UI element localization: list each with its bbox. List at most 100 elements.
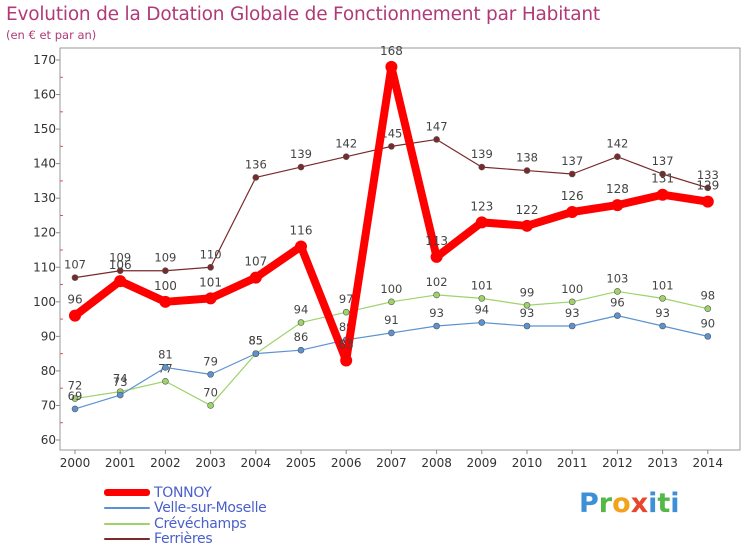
data-point-crevechamps [297,319,305,326]
data-label-ferrieres: 139 [471,147,493,161]
logo-letter: t [657,488,671,519]
data-label-tonnoy: 106 [109,258,132,272]
y-tick-label: 80 [41,364,56,378]
y-tick-label: 160 [33,88,56,102]
legend-swatch-ferrieres [104,538,150,541]
data-label-crevechamps: 99 [520,285,535,299]
data-point-tonnoy [475,216,488,229]
data-label-velle-sur-moselle: 93 [429,306,444,320]
data-label-velle-sur-moselle: 93 [520,306,535,320]
data-point-ferrieres [433,136,440,143]
data-point-tonnoy [521,219,533,232]
legend-item-crevechamps: Crévéchamps [104,516,266,532]
legend-label-tonnoy: TONNOY [154,484,212,501]
data-point-tonnoy [566,206,579,218]
data-label-crevechamps: 103 [606,271,628,285]
x-tick-label: 2014 [693,456,724,470]
data-label-tonnoy: 96 [67,293,82,307]
data-label-crevechamps: 72 [68,379,83,393]
legend: TONNOY Velle-sur-Moselle Crévéchamps Fer… [104,485,267,547]
data-label-ferrieres: 109 [109,251,131,265]
data-label-tonnoy: 128 [606,182,629,196]
data-label-ferrieres: 133 [697,168,719,182]
data-point-velle-sur-moselle [116,391,124,399]
legend-item-tonnoy: TONNOY [104,485,266,501]
y-tick-label: 70 [41,398,56,412]
data-point-crevechamps [523,301,531,309]
data-label-ferrieres: 110 [200,247,222,261]
data-label-tonnoy: 122 [516,203,539,217]
data-label-tonnoy: 129 [696,179,719,193]
data-point-tonnoy [249,271,262,284]
data-label-ferrieres: 142 [606,137,628,151]
logo-letter: x [630,488,649,519]
data-point-ferrieres [478,163,486,171]
logo-letter: o [612,488,631,519]
data-label-tonnoy: 116 [290,224,313,238]
data-label-ferrieres: 109 [154,251,176,265]
x-tick-label: 2001 [105,456,136,470]
data-point-velle-sur-moselle [388,329,395,337]
data-point-crevechamps [433,291,440,299]
data-label-ferrieres: 137 [561,154,583,168]
data-point-ferrieres [523,167,531,174]
data-label-velle-sur-moselle: 93 [655,306,670,320]
data-point-velle-sur-moselle [704,333,712,340]
y-tick-label: 90 [41,329,56,343]
x-tick-label: 2011 [557,456,588,470]
data-label-ferrieres: 147 [426,119,448,133]
data-label-velle-sur-moselle: 85 [248,334,263,348]
legend-swatch-velle [104,507,150,510]
proxiti-logo: Proxiti [579,488,680,519]
legend-swatch-crevechamps [104,522,150,525]
logo-letter: r [598,488,613,519]
data-point-tonnoy [69,309,81,322]
data-label-tonnoy: 168 [380,44,403,58]
data-point-tonnoy [656,188,669,201]
data-point-tonnoy [159,295,172,308]
logo-letter: P [579,488,599,519]
data-label-crevechamps: 102 [426,275,448,289]
legend-item-ferrieres: Ferrières [104,531,266,547]
data-point-ferrieres [704,184,712,192]
data-label-tonnoy: 107 [244,255,267,269]
data-point-velle-sur-moselle [297,346,305,354]
plot-frame [59,47,741,451]
legend-item-velle: Velle-sur-Moselle [104,500,267,516]
data-point-velle-sur-moselle [614,312,621,319]
data-point-crevechamps [659,295,666,302]
data-label-ferrieres: 139 [290,147,312,161]
x-tick-label: 2004 [241,456,272,470]
y-tick-label: 140 [33,157,56,171]
x-tick-label: 2007 [376,456,407,470]
y-tick-label: 110 [33,260,56,274]
data-label-velle-sur-moselle: 86 [294,330,309,344]
chart-title: Evolution de la Dotation Globale de Fonc… [6,4,600,25]
data-label-crevechamps: 101 [471,278,493,292]
data-label-crevechamps: 101 [652,278,674,292]
data-label-tonnoy: 100 [154,279,177,293]
data-point-velle-sur-moselle [659,322,666,330]
y-tick-label: 100 [33,295,56,309]
data-label-crevechamps: 100 [561,282,583,296]
data-label-velle-sur-moselle: 79 [203,354,218,368]
x-tick-label: 2010 [512,456,543,470]
data-point-crevechamps [207,402,214,409]
data-point-crevechamps [614,288,621,295]
data-label-velle-sur-moselle: 96 [610,296,625,310]
data-point-tonnoy [385,60,398,73]
data-point-tonnoy [204,292,217,305]
data-point-ferrieres [71,274,79,281]
data-point-ferrieres [162,267,169,275]
data-point-ferrieres [659,170,666,178]
data-point-crevechamps [388,298,395,306]
data-label-crevechamps: 70 [203,385,218,399]
data-point-velle-sur-moselle [568,322,576,330]
data-label-crevechamps: 85 [248,334,263,348]
x-tick-label: 2009 [467,456,498,470]
data-label-crevechamps: 98 [700,289,715,303]
data-label-tonnoy: 101 [199,275,222,289]
data-point-ferrieres [568,170,576,178]
